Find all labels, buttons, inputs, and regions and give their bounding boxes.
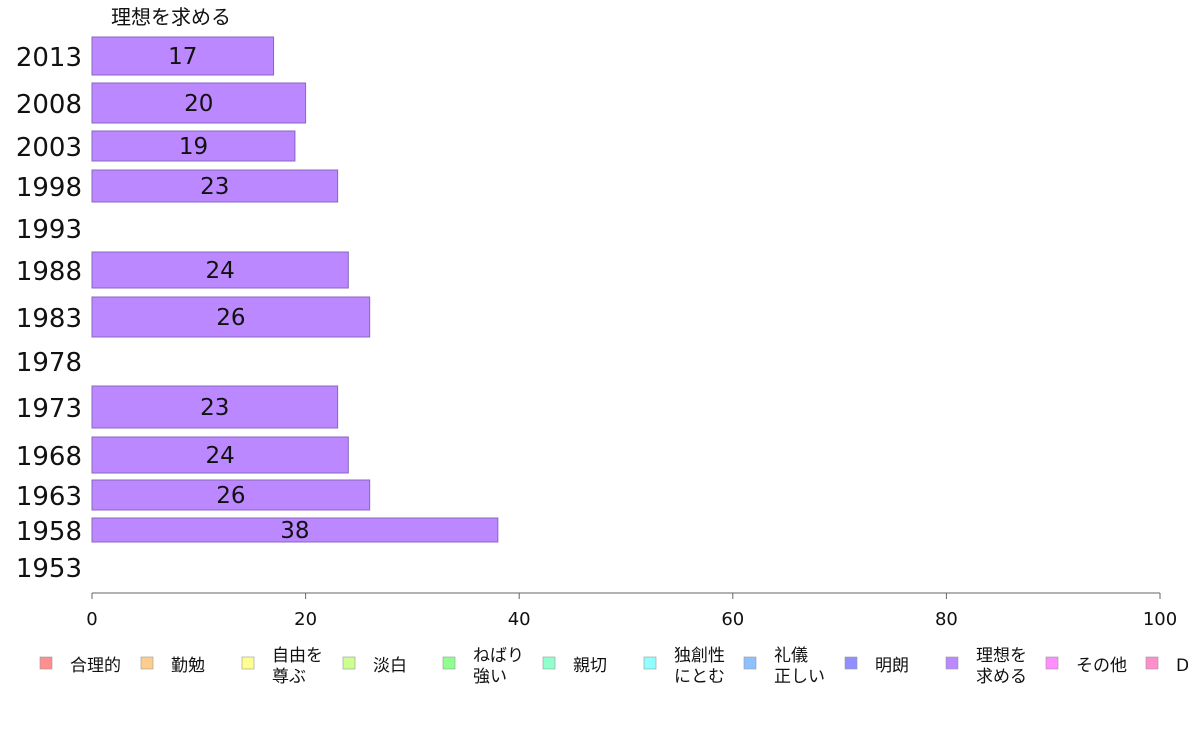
y-tick-label: 1968 bbox=[16, 442, 82, 472]
y-tick-label: 1988 bbox=[16, 257, 82, 287]
data-label: 24 bbox=[206, 258, 235, 284]
y-tick-label: 1978 bbox=[16, 348, 82, 378]
legend-label: ねばり bbox=[473, 646, 524, 666]
legend-label: D bbox=[1176, 656, 1188, 676]
bar bbox=[91, 82, 307, 124]
legend-swatch bbox=[643, 656, 657, 670]
x-tick-label: 0 bbox=[86, 609, 97, 630]
legend-swatch bbox=[844, 656, 858, 670]
y-tick-label: 1983 bbox=[16, 304, 82, 334]
legend-swatch bbox=[342, 656, 356, 670]
legend-swatch bbox=[1145, 656, 1159, 670]
bar bbox=[91, 130, 296, 162]
legend-label: にとむ bbox=[674, 667, 725, 687]
legend-swatch bbox=[241, 656, 255, 670]
x-tick-label: 60 bbox=[721, 609, 744, 630]
bar bbox=[91, 36, 275, 76]
legend-label: 勤勉 bbox=[171, 656, 205, 676]
data-label: 20 bbox=[184, 91, 213, 117]
data-label: 17 bbox=[168, 44, 197, 70]
y-tick-label: 1993 bbox=[16, 215, 82, 245]
bar bbox=[91, 251, 349, 289]
x-tick-label: 40 bbox=[508, 609, 531, 630]
legend-swatch bbox=[542, 656, 556, 670]
y-tick-label: 1958 bbox=[16, 517, 82, 547]
data-label: 23 bbox=[200, 174, 229, 200]
bar bbox=[91, 385, 339, 429]
y-tick-label: 2003 bbox=[16, 133, 82, 163]
x-tick-label: 100 bbox=[1143, 609, 1177, 630]
data-label: 19 bbox=[179, 134, 208, 160]
legend-label: 尊ぶ bbox=[272, 667, 306, 687]
bars-group: 17 20 19 23 24 26 23 24 26 38 bbox=[91, 36, 499, 544]
legend-swatch bbox=[1045, 656, 1059, 670]
legend-label: 礼儀 bbox=[774, 646, 808, 666]
legend-label: 淡白 bbox=[373, 656, 407, 676]
bar bbox=[91, 169, 339, 203]
bar bbox=[91, 436, 349, 474]
data-label: 26 bbox=[216, 483, 245, 509]
x-tick-label: 20 bbox=[294, 609, 317, 630]
y-tick-label: 1998 bbox=[16, 173, 82, 203]
y-tick-label: 1963 bbox=[16, 482, 82, 512]
legend-label: 正しい bbox=[774, 667, 825, 687]
legend-swatch bbox=[140, 656, 154, 670]
bar bbox=[91, 296, 371, 338]
data-label: 24 bbox=[206, 443, 235, 469]
legend-label: 合理的 bbox=[70, 656, 121, 676]
legend-swatch bbox=[39, 656, 53, 670]
y-tick-label: 2013 bbox=[16, 43, 82, 73]
y-axis: 2013 2008 2003 1998 1993 1988 1983 1978 1973 1968… bbox=[16, 43, 82, 584]
x-axis: 0 20 40 60 80 100 bbox=[86, 592, 1177, 630]
y-tick-label: 2008 bbox=[16, 90, 82, 120]
bar bbox=[91, 517, 499, 543]
series-title: 理想を求める bbox=[111, 5, 231, 29]
legend-label: 求める bbox=[976, 667, 1027, 687]
legend-label: 独創性 bbox=[674, 646, 725, 666]
data-label: 26 bbox=[216, 305, 245, 331]
legend-swatch bbox=[442, 656, 456, 670]
legend-label: 明朗 bbox=[875, 656, 909, 676]
legend-label: その他 bbox=[1076, 656, 1127, 676]
legend-swatch bbox=[743, 656, 757, 670]
legend-label: 親切 bbox=[573, 656, 607, 676]
data-label: 23 bbox=[200, 395, 229, 421]
x-tick-label: 80 bbox=[935, 609, 958, 630]
bar bbox=[91, 479, 371, 511]
legend-swatch bbox=[945, 656, 959, 670]
legend-label: 理想を bbox=[976, 646, 1027, 666]
data-label: 38 bbox=[280, 518, 309, 544]
legend-label: 強い bbox=[473, 667, 507, 687]
y-tick-label: 1973 bbox=[16, 394, 82, 424]
y-tick-label: 1953 bbox=[16, 554, 82, 584]
legend-label: 自由を bbox=[272, 646, 323, 666]
